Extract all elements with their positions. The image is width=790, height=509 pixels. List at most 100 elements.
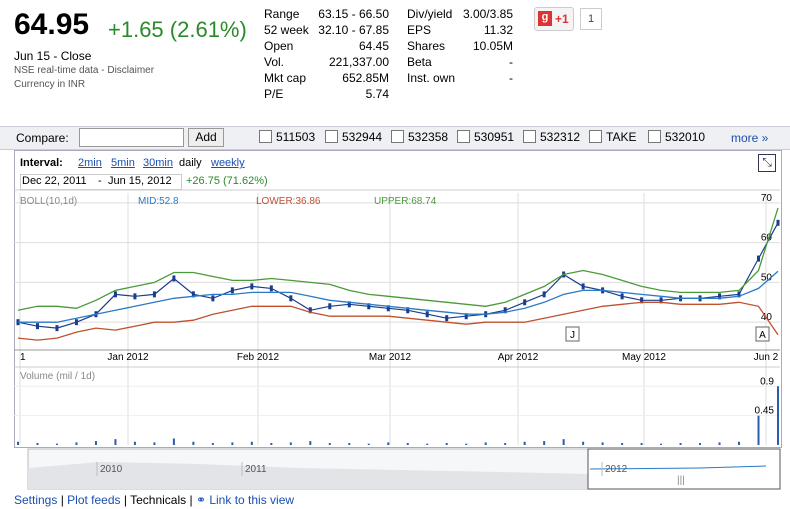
compare-checkbox[interactable]	[325, 130, 338, 143]
stat-value: 10.05M	[472, 39, 513, 53]
price-marker	[230, 287, 234, 294]
volume-bar	[348, 443, 351, 445]
price-marker	[386, 305, 390, 312]
volume-bar	[309, 441, 312, 445]
y-tick-label: 0.45	[755, 406, 775, 417]
expand-button[interactable]: ⤡	[758, 154, 776, 172]
interval-option[interactable]: weekly	[211, 157, 245, 169]
range-change: +26.75 (71.62%)	[186, 175, 268, 187]
compare-checkbox[interactable]	[259, 130, 272, 143]
stat-label: Inst. own	[407, 71, 456, 85]
stat-value: 221,337.00	[328, 55, 389, 69]
compare-ticker: 532358	[408, 130, 449, 144]
footer-link[interactable]: Plot feeds	[67, 493, 121, 507]
volume-bar	[777, 386, 779, 445]
price-marker	[191, 291, 195, 298]
price-marker	[308, 307, 312, 314]
interval-option: daily	[179, 157, 202, 169]
price-marker	[581, 283, 585, 290]
volume-bar	[406, 443, 409, 445]
volume-bar	[523, 441, 526, 445]
stat-value: 63.15 - 66.50	[318, 7, 389, 21]
navigator-label: 2011	[245, 464, 267, 475]
stat-value: 64.45	[358, 39, 389, 53]
price-marker	[659, 297, 663, 304]
volume-bar	[582, 441, 585, 445]
price-marker	[328, 303, 332, 310]
price-marker	[718, 293, 722, 300]
volume-bar	[699, 443, 702, 445]
x-tick-label: Apr 2012	[498, 352, 539, 363]
event-flag	[565, 326, 580, 342]
price-marker	[289, 295, 293, 302]
navigator-line	[589, 465, 767, 470]
stat-label: Beta	[407, 55, 432, 69]
stat-value: 652.85M	[342, 71, 389, 85]
range-start: Dec 22, 2011	[22, 175, 87, 187]
compare-checkbox[interactable]	[589, 130, 602, 143]
footer-link: Technicals	[130, 493, 187, 507]
volume-bar	[172, 438, 175, 445]
stat-value: 11.32	[483, 23, 513, 37]
compare-ticker: 511503	[276, 130, 316, 144]
volume-bar	[601, 442, 604, 445]
volume-bar	[289, 442, 292, 445]
y-tick-label: 60	[761, 233, 773, 244]
price-marker	[523, 299, 527, 306]
interval-option[interactable]: 2min	[78, 157, 102, 169]
price-marker	[445, 315, 449, 322]
volume-bar	[387, 442, 390, 445]
indicator-label: BOLL(10,1d)	[20, 196, 77, 207]
plus-one-button[interactable]: g +1	[534, 7, 574, 31]
event-label: A	[759, 330, 766, 341]
x-tick-label: Jun 2	[754, 352, 779, 363]
y-tick-label: 0.9	[760, 376, 774, 387]
stat-label: Range	[264, 7, 300, 21]
compare-checkbox[interactable]	[648, 130, 661, 143]
volume-bar	[94, 441, 97, 445]
add-button[interactable]: Add	[188, 128, 224, 147]
volume-bar	[621, 443, 624, 445]
compare-checkbox[interactable]	[523, 130, 536, 143]
stat-value: -	[509, 55, 513, 69]
data-source: NSE real-time data - Disclaimer	[14, 65, 155, 76]
stat-value: 32.10 - 67.85	[318, 23, 389, 37]
stat-label: Vol.	[264, 55, 285, 69]
x-tick-label: Mar 2012	[369, 352, 412, 363]
footer-link[interactable]: Link to this view	[209, 493, 295, 507]
interval-option[interactable]: 5min	[111, 157, 135, 169]
volume-bar	[36, 443, 39, 445]
price-marker	[172, 275, 176, 282]
volume-bar	[465, 443, 468, 445]
stat-value: 5.74	[365, 87, 389, 101]
stat-label: Div/yield	[407, 7, 453, 21]
more-link[interactable]: more »	[731, 131, 769, 145]
price-marker	[640, 297, 644, 304]
stat-label: Mkt cap	[264, 71, 307, 85]
range-separator: -	[98, 175, 102, 187]
stat-label: EPS	[407, 23, 432, 37]
compare-checkbox[interactable]	[457, 130, 470, 143]
volume-bar	[738, 441, 741, 445]
event-label: J	[570, 330, 575, 341]
compare-input[interactable]	[79, 128, 184, 147]
volume-bar	[445, 443, 448, 445]
volume-bar	[718, 442, 721, 445]
volume-bar	[504, 443, 507, 445]
volume-bar	[484, 442, 487, 445]
price-marker	[152, 291, 156, 298]
compare-checkbox[interactable]	[391, 130, 404, 143]
g-icon: g	[538, 11, 552, 26]
stat-value: 3.00/3.85	[462, 7, 513, 21]
volume-bar	[133, 441, 136, 445]
range-end: Jun 15, 2012	[108, 175, 172, 187]
footer: Settings | Plot feeds | Technicals | ⚭ L…	[14, 493, 295, 507]
quote-date: Jun 15 - Close	[14, 49, 92, 63]
interval-option[interactable]: 30min	[143, 157, 173, 169]
chart-frame	[14, 150, 782, 448]
price-marker	[133, 293, 137, 300]
band-line	[17, 207, 779, 311]
footer-link[interactable]: Settings	[14, 493, 58, 507]
navigator-grip: |||	[677, 475, 685, 486]
price-marker	[406, 307, 410, 314]
